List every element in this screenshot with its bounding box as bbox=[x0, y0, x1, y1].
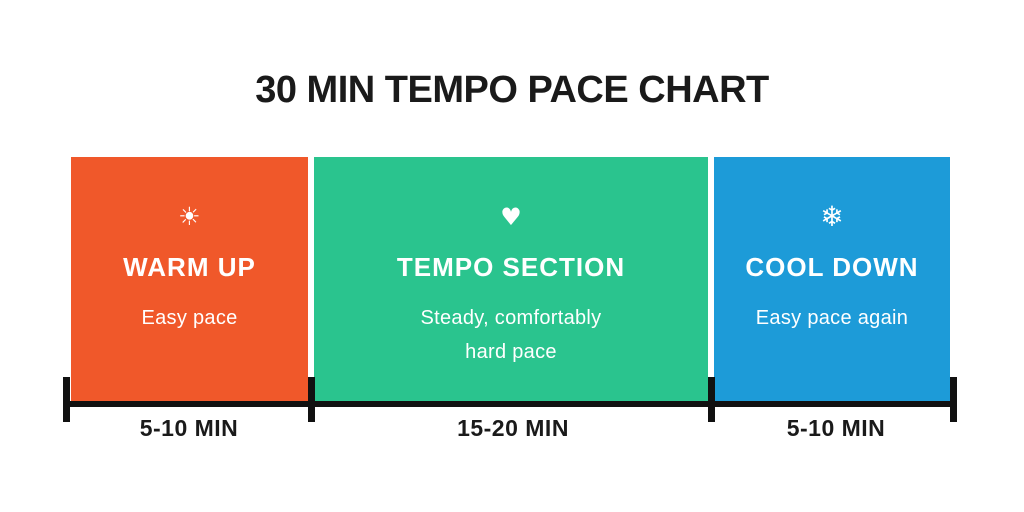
segment-warm-up-label: WARM UP bbox=[123, 252, 256, 282]
timeline-axis bbox=[63, 401, 957, 407]
duration-label-warm-up: 5-10 MIN bbox=[139, 415, 239, 441]
segment-cool-down: ❄ COOL DOWN Easy pace again bbox=[714, 157, 950, 402]
segment-cool-down-description: Easy pace again bbox=[755, 307, 909, 329]
duration-label-tempo-section: 15-20 MIN bbox=[457, 415, 569, 441]
axis-tick-end bbox=[950, 377, 957, 422]
segment-tempo-section: ♥ TEMPO SECTION Steady, comfortably hard… bbox=[314, 157, 708, 402]
segment-tempo-section-description: Steady, comfortably hard pace bbox=[420, 307, 602, 363]
axis-tick-warmup-tempo bbox=[308, 377, 315, 422]
segment-warm-up-description: Easy pace bbox=[141, 307, 238, 329]
sun-icon: ☀ bbox=[178, 202, 201, 231]
axis-tick-start bbox=[63, 377, 70, 422]
axis-tick-tempo-cooldown bbox=[708, 377, 715, 422]
segment-warm-up: ☀ WARM UP Easy pace bbox=[71, 157, 308, 402]
snowflake-icon: ❄ bbox=[820, 200, 844, 233]
duration-label-cool-down: 5-10 MIN bbox=[786, 415, 886, 441]
chart-title: 30 MIN TEMPO PACE CHART bbox=[255, 69, 769, 111]
segment-cool-down-label: COOL DOWN bbox=[745, 252, 919, 282]
heart-icon: ♥ bbox=[500, 203, 522, 231]
segment-tempo-section-label: TEMPO SECTION bbox=[396, 252, 626, 282]
